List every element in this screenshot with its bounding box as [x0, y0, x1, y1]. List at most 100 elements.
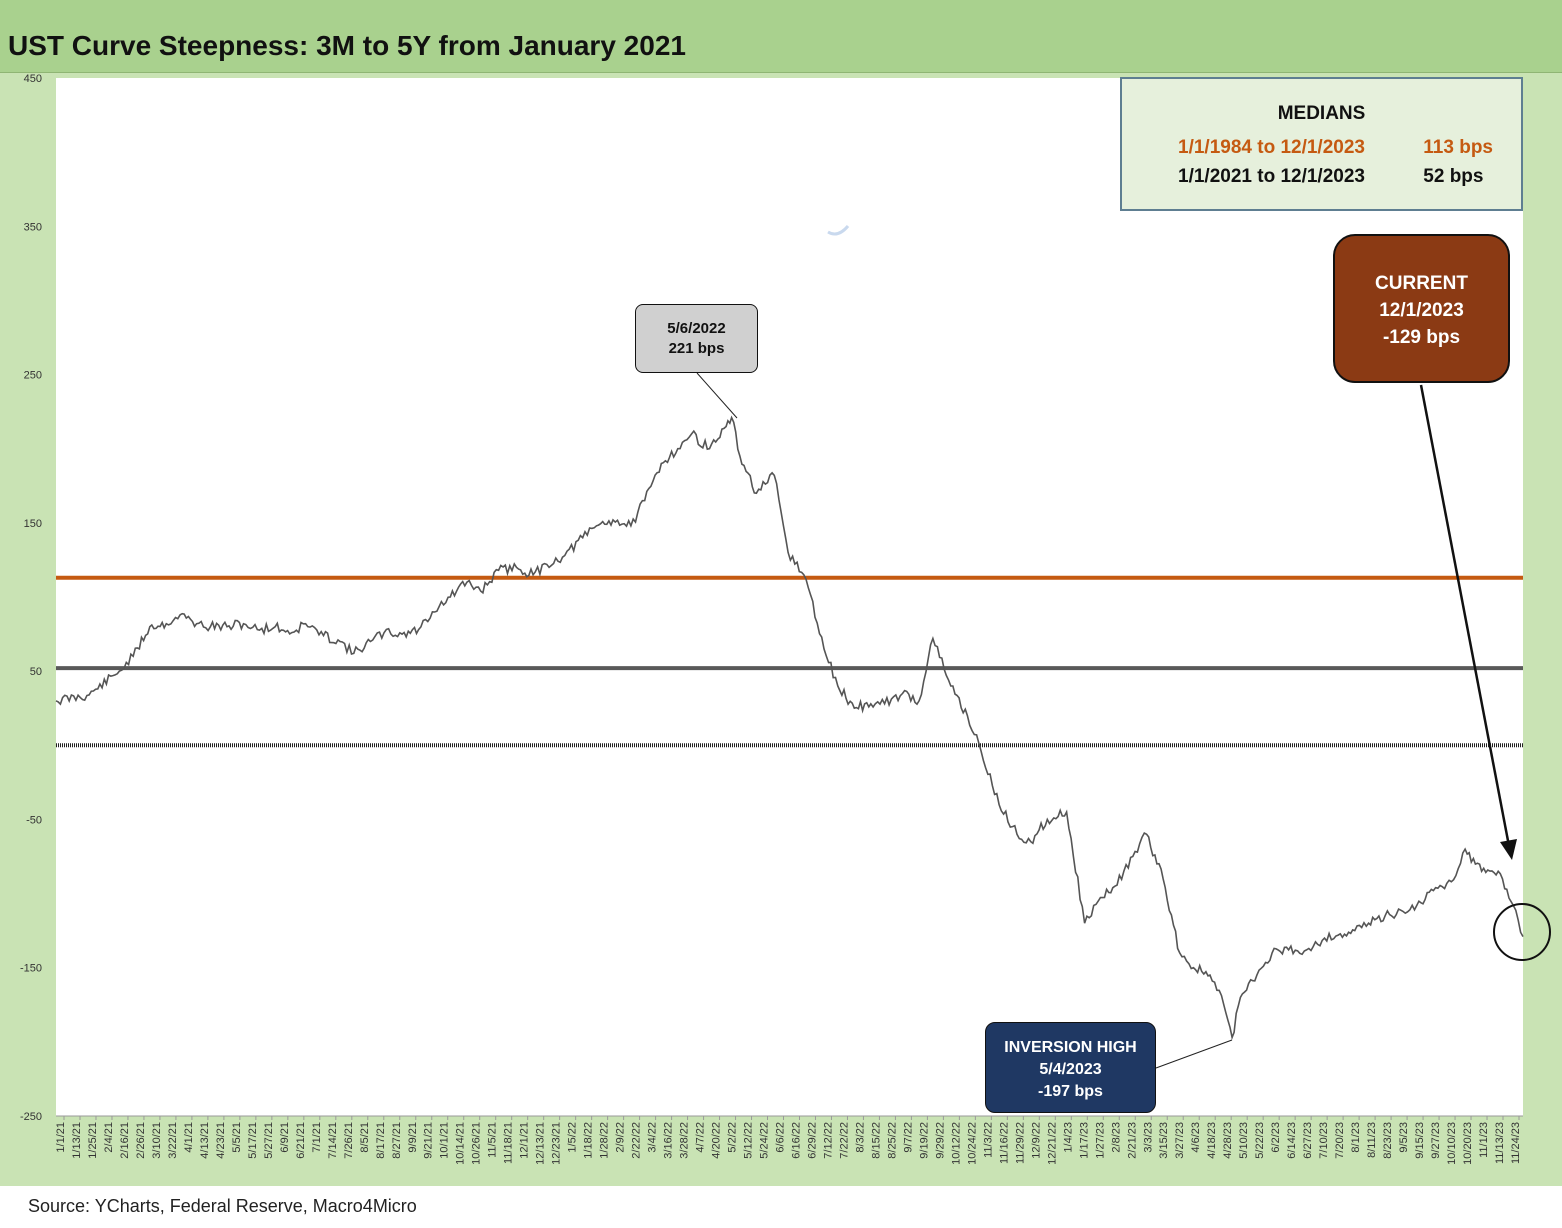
x-tick-label: 6/2/23: [1270, 1122, 1282, 1153]
title-bar: UST Curve Steepness: 3M to 5Y from Janua…: [0, 0, 1562, 73]
x-tick-label: 4/7/22: [695, 1122, 707, 1153]
x-tick-label: 7/12/22: [822, 1122, 834, 1159]
x-tick-label: 1/13/21: [71, 1122, 83, 1159]
chart-title: UST Curve Steepness: 3M to 5Y from Janua…: [8, 30, 686, 61]
x-tick-label: 9/27/23: [1430, 1122, 1442, 1159]
x-tick-label: 8/3/22: [854, 1122, 866, 1153]
x-tick-label: 3/16/22: [663, 1122, 675, 1159]
x-tick-label: 1/4/23: [1062, 1122, 1074, 1153]
x-tick-label: 4/18/23: [1206, 1122, 1218, 1159]
y-tick-label: -150: [20, 963, 42, 975]
y-tick-label: 250: [24, 370, 42, 382]
current-value: -129 bps: [1382, 327, 1461, 348]
x-tick-label: 5/2/22: [727, 1122, 739, 1153]
x-tick-label: 2/8/23: [1110, 1122, 1122, 1153]
x-tick-label: 11/5/21: [487, 1122, 499, 1158]
current-arrow-line: [1419, 384, 1511, 847]
x-tick-label: 6/21/21: [295, 1122, 307, 1159]
peak-leader-line: [696, 372, 738, 419]
x-tick-label: 2/9/22: [615, 1122, 627, 1153]
x-tick-label: 1/28/22: [599, 1122, 611, 1159]
x-tick-label: 1/1/21: [55, 1122, 67, 1153]
x-tick-label: 12/23/21: [551, 1122, 563, 1165]
x-tick-label: 9/7/22: [902, 1122, 914, 1153]
x-tick-label: 7/10/23: [1318, 1122, 1330, 1159]
x-tick-label: 7/22/22: [838, 1122, 850, 1159]
x-tick-label: 2/16/21: [119, 1122, 131, 1159]
steepness-series-line: [55, 415, 1524, 1041]
x-tick-label: 4/13/21: [199, 1122, 211, 1159]
x-tick-label: 5/10/23: [1238, 1122, 1250, 1159]
median-long-range: 1/1/1984 to 12/1/2023: [1178, 137, 1365, 158]
x-tick-label: 10/14/21: [455, 1122, 467, 1165]
inversion-value: -197 bps: [1038, 1083, 1103, 1100]
series-layer: [55, 415, 1524, 1041]
x-tick-label: 3/22/21: [167, 1122, 179, 1159]
x-tick-label: 11/1/23: [1478, 1122, 1490, 1158]
current-marker-circle: [1493, 903, 1551, 961]
x-tick-label: 3/10/21: [151, 1122, 163, 1159]
x-tick-label: 10/20/23: [1462, 1122, 1474, 1165]
x-tick-label: 8/17/21: [375, 1122, 387, 1159]
x-tick-label: 6/27/23: [1302, 1122, 1314, 1159]
x-tick-label: 7/1/21: [311, 1122, 323, 1153]
x-tick-label: 11/18/21: [503, 1122, 515, 1164]
x-tick-label: 1/17/23: [1078, 1122, 1090, 1159]
x-tick-label: 12/9/22: [1030, 1122, 1042, 1159]
x-tick-label: 6/29/22: [806, 1122, 818, 1159]
x-tick-label: 6/16/22: [790, 1122, 802, 1159]
x-tick-label: 2/21/23: [1126, 1122, 1138, 1159]
x-tick-label: 8/15/22: [870, 1122, 882, 1159]
x-tick-label: 9/9/21: [407, 1122, 419, 1153]
median-recent-range: 1/1/2021 to 12/1/2023: [1178, 166, 1365, 187]
x-tick-label: 11/24/23: [1510, 1122, 1522, 1164]
x-tick-label: 9/21/21: [423, 1122, 435, 1159]
current-arrowhead: [1500, 839, 1517, 860]
x-tick-label: 1/5/22: [567, 1122, 579, 1153]
x-tick-label: 10/26/21: [471, 1122, 483, 1165]
x-tick-label: 3/4/22: [647, 1122, 659, 1153]
medians-box: MEDIANS 1/1/1984 to 12/1/2023 113 bps 1/…: [1120, 77, 1523, 211]
x-tick-label: 2/22/22: [631, 1122, 643, 1159]
x-tick-label: 3/28/22: [679, 1122, 691, 1159]
peak-callout: 5/6/2022 221 bps: [635, 304, 758, 373]
x-tick-label: 1/25/21: [87, 1122, 99, 1159]
x-tick-label: 5/22/23: [1254, 1122, 1266, 1159]
x-tick-label: 7/14/21: [327, 1122, 339, 1159]
x-tick-label: 8/27/21: [391, 1122, 403, 1159]
x-tick-label: 12/1/21: [519, 1122, 531, 1159]
y-tick-label: -250: [20, 1111, 42, 1123]
inversion-date: 5/4/2023: [1039, 1061, 1102, 1078]
x-tick-label: 5/27/21: [263, 1122, 275, 1159]
x-tick-label: 2/26/21: [135, 1122, 147, 1159]
x-tick-label: 11/16/22: [998, 1122, 1010, 1164]
x-tick-label: 3/15/23: [1158, 1122, 1170, 1159]
stray-mark: [827, 225, 850, 236]
x-tick-label: 9/15/23: [1414, 1122, 1426, 1159]
y-axis: 450 350 250 150 50 -50 -150 -250: [20, 73, 1523, 1123]
current-callout: CURRENT 12/1/2023 -129 bps: [1333, 234, 1510, 383]
inversion-label: INVERSION HIGH: [1004, 1039, 1137, 1056]
inversion-callout: INVERSION HIGH 5/4/2023 -197 bps: [985, 1022, 1156, 1113]
x-tick-label: 6/14/23: [1286, 1122, 1298, 1159]
x-tick-label: 8/5/21: [359, 1122, 371, 1153]
y-tick-label: 150: [24, 518, 42, 530]
x-axis: 1/1/21 1/13/21 1/25/21 2/4/21 2/16/21 2/26/21…: [55, 1116, 1522, 1165]
x-tick-label: 2/4/21: [103, 1122, 115, 1153]
reference-lines: [56, 575, 1523, 748]
x-tick-label: 11/29/22: [1014, 1122, 1026, 1164]
x-tick-label: 10/1/21: [439, 1122, 451, 1159]
y-tick-label: -50: [26, 814, 42, 826]
x-tick-label: 10/10/23: [1446, 1122, 1458, 1165]
plot-area: [56, 78, 1523, 1116]
source-note: Source: YCharts, Federal Reserve, Macro4…: [28, 1196, 417, 1216]
x-tick-label: 1/27/23: [1094, 1122, 1106, 1159]
peak-value: 221 bps: [668, 340, 725, 357]
x-tick-label: 8/23/23: [1382, 1122, 1394, 1159]
x-tick-label: 12/13/21: [535, 1122, 547, 1165]
x-tick-label: 4/28/23: [1222, 1122, 1234, 1159]
footer: Source: YCharts, Federal Reserve, Macro4…: [0, 1186, 1562, 1228]
x-tick-label: 5/5/21: [231, 1122, 243, 1153]
x-tick-label: 3/3/23: [1142, 1122, 1154, 1153]
median-recent-value: 52 bps: [1423, 166, 1484, 187]
